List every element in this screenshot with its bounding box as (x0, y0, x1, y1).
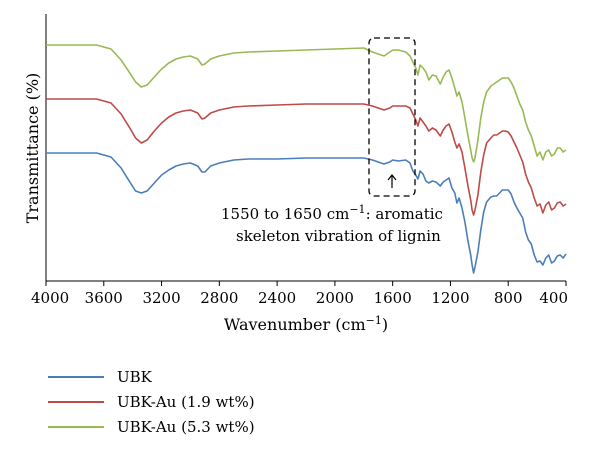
x-axis-tick-labels: 4000 3600 3200 2800 2400 2000 1600 1200 800 400 (31, 289, 568, 307)
x-tick-label-800: 800 (494, 289, 523, 307)
series-group (46, 44, 567, 274)
series-line-3 (46, 44, 567, 163)
x-tick-label-2400: 2400 (258, 289, 296, 307)
x-tick-label-1200: 1200 (431, 289, 469, 307)
legend-label-2: UBK-Au (1.9 wt%) (117, 393, 255, 411)
x-axis-label: Wavenumber (cm−1) (224, 314, 388, 334)
x-axis-label-close: ) (382, 315, 388, 334)
annotation-line-1-b: : aromatic (366, 205, 443, 223)
x-tick-label-2800: 2800 (200, 289, 238, 307)
x-axis-ticks (45, 281, 567, 286)
annotation-line-2: skeleton vibration of lignin (236, 227, 441, 245)
series-line-1 (46, 152, 567, 274)
x-tick-label-4000: 4000 (31, 289, 69, 307)
legend-label-3: UBK-Au (5.3 wt%) (117, 418, 255, 436)
x-tick-label-3600: 3600 (85, 289, 123, 307)
x-tick-label-3200: 3200 (142, 289, 180, 307)
y-axis-label: Transmittance (%) (23, 73, 42, 224)
legend-label-1: UBK (117, 368, 153, 386)
annotation-line-1-sup: −1 (349, 203, 365, 216)
x-tick-label-400: 400 (539, 289, 568, 307)
series-line-2 (46, 98, 567, 216)
x-axis-label-superscript: −1 (366, 314, 382, 327)
legend: UBK UBK-Au (1.9 wt%) UBK-Au (5.3 wt%) (48, 368, 255, 436)
x-tick-label-2000: 2000 (316, 289, 354, 307)
annotation-line-1: 1550 to 1650 cm−1: aromatic (221, 203, 443, 223)
annotation-line-1-a: 1550 to 1650 cm (221, 205, 349, 223)
x-tick-label-1600: 1600 (374, 289, 412, 307)
annotation-dashed-box (368, 37, 416, 197)
x-axis-label-main: Wavenumber (cm (224, 315, 366, 334)
annotation-arrow-icon (387, 174, 397, 188)
